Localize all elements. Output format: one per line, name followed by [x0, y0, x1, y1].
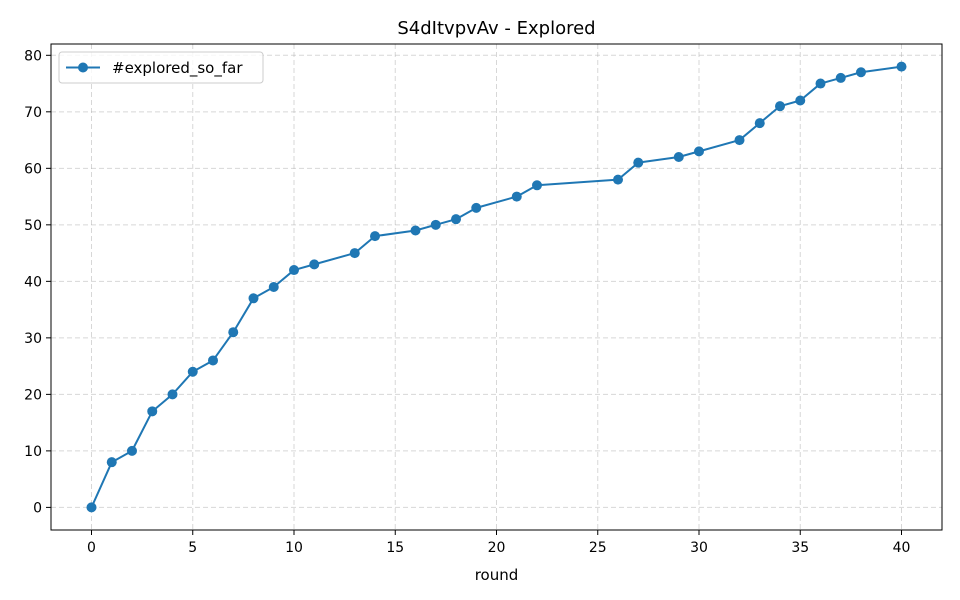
legend-series-label: #explored_so_far — [112, 59, 243, 78]
data-point — [532, 180, 542, 191]
data-point — [734, 135, 745, 146]
data-point — [147, 406, 158, 417]
data-point — [471, 202, 482, 213]
x-tick-label: 15 — [386, 540, 404, 556]
x-tick-label: 10 — [285, 540, 303, 556]
data-point — [268, 282, 279, 292]
y-tick-label: 10 — [24, 444, 42, 460]
data-point — [633, 157, 644, 168]
x-tick-label: 20 — [488, 540, 506, 556]
series-layer — [86, 61, 907, 513]
x-axis-label: round — [475, 566, 519, 584]
legend: #explored_so_far — [58, 51, 264, 84]
data-point — [511, 191, 522, 202]
data-point — [167, 389, 178, 400]
x-tick-label: 25 — [589, 540, 607, 556]
data-point — [349, 248, 360, 259]
x-tick-label: 40 — [893, 540, 911, 556]
axes: 0 5 10 15 20 25 30 35 40 0 10 20 30 40 50 60 70 80 — [24, 43, 943, 556]
data-point — [289, 265, 299, 276]
y-tick-label: 60 — [24, 161, 42, 177]
data-point — [410, 225, 421, 236]
data-point — [187, 366, 198, 377]
data-point — [815, 78, 826, 89]
data-point — [754, 118, 765, 129]
data-point — [370, 231, 380, 242]
data-point — [613, 174, 623, 185]
data-point — [127, 445, 137, 456]
x-tick-label: 30 — [690, 540, 708, 556]
x-tick-label: 0 — [87, 540, 96, 556]
data-point — [795, 95, 806, 106]
data-point — [856, 67, 866, 78]
data-point — [775, 101, 785, 112]
y-tick-label: 70 — [24, 105, 42, 121]
legend-box — [58, 51, 264, 84]
data-point — [451, 214, 461, 225]
chart-title: S4dItvpvAv - Explored — [397, 18, 595, 39]
data-point — [835, 72, 846, 83]
data-point — [430, 219, 441, 230]
y-tick-label: 40 — [24, 274, 42, 290]
y-tick-label: 20 — [24, 387, 42, 403]
data-point — [248, 293, 259, 304]
data-point — [228, 327, 239, 338]
y-tick-label: 50 — [24, 218, 42, 234]
data-point — [208, 355, 218, 366]
data-point — [896, 61, 907, 72]
x-tick-label: 35 — [791, 540, 809, 556]
x-tick-label: 5 — [188, 540, 197, 556]
data-point — [106, 457, 117, 468]
data-point — [309, 259, 320, 270]
y-tick-label: 30 — [24, 331, 42, 347]
y-tick-label: 80 — [24, 48, 42, 64]
data-point — [86, 502, 97, 513]
legend-series-marker — [78, 62, 88, 73]
data-point — [673, 152, 684, 163]
data-point — [694, 146, 704, 157]
y-tick-label: 0 — [33, 500, 42, 516]
